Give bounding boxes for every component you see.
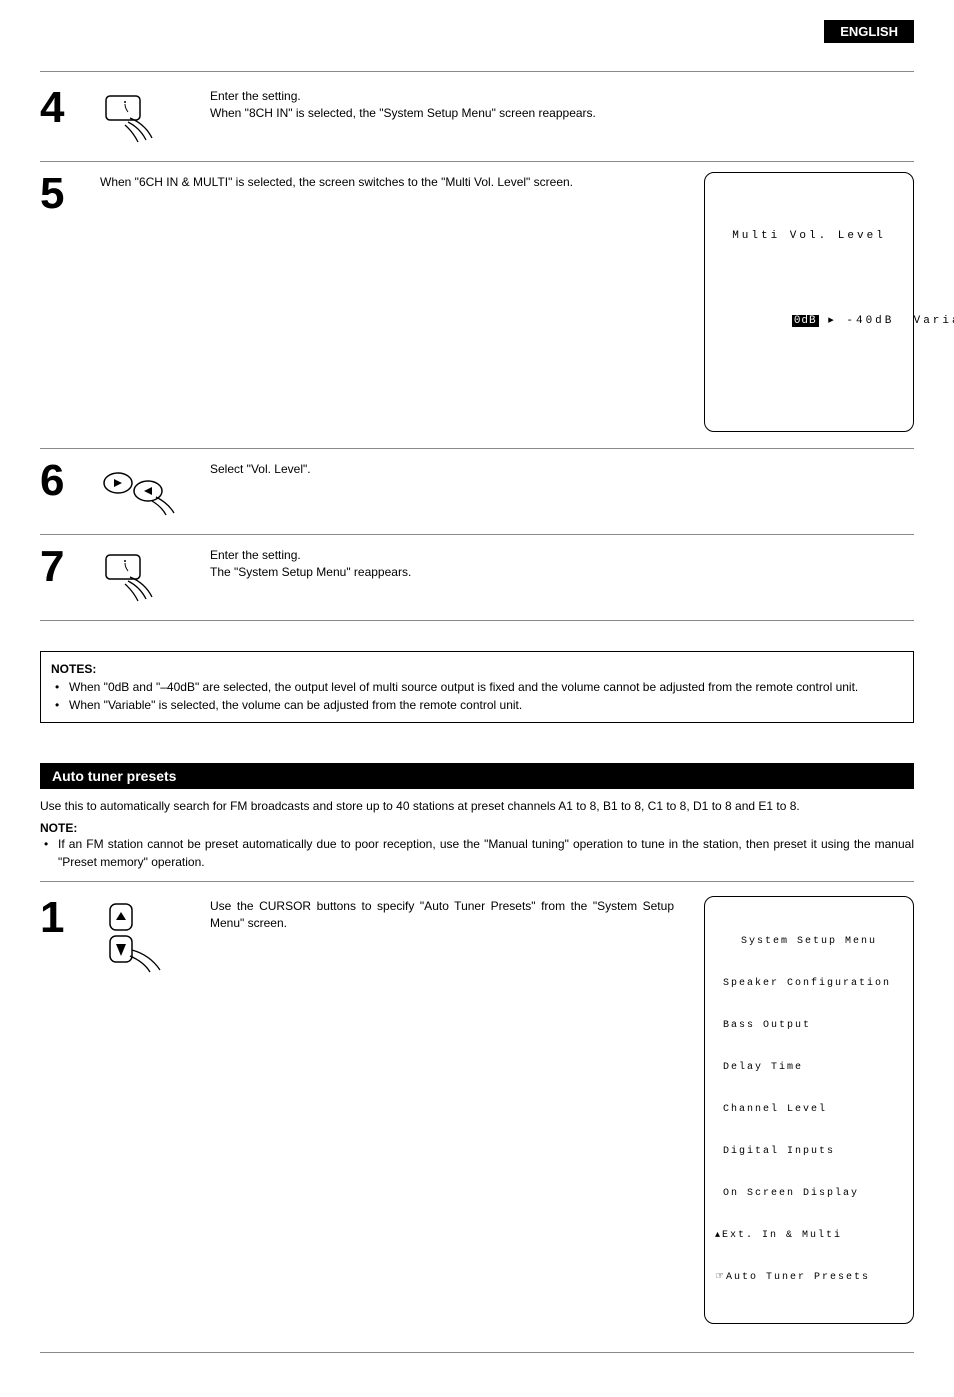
enter-button-icon: [100, 545, 210, 604]
note-item: •If an FM station cannot be preset autom…: [44, 835, 914, 871]
menu-item: Bass Output: [715, 1019, 903, 1033]
hand-pointer-icon: ☞: [715, 1272, 726, 1283]
step-number: 6: [40, 459, 100, 503]
up-marker-icon: ▴: [715, 1230, 722, 1241]
screen-title: Multi Vol. Level: [715, 227, 903, 247]
section-intro: Use this to automatically search for FM …: [40, 797, 914, 815]
menu-item: Delay Time: [715, 1061, 903, 1075]
enter-button-icon: [100, 86, 210, 145]
step-text-line: Select "Vol. Level".: [210, 461, 914, 478]
up-down-buttons-icon: [100, 896, 210, 975]
menu-item: Channel Level: [715, 1103, 903, 1117]
step-text-line: When "8CH IN" is selected, the "System S…: [210, 105, 914, 122]
step-text-line: Enter the setting.: [210, 88, 914, 105]
step-1-auto-tuner: 1 Use the CURSOR buttons to specify "Aut…: [40, 890, 914, 1353]
step-text-line: Enter the setting.: [210, 547, 914, 564]
note-text: When "0dB and "–40dB" are selected, the …: [69, 678, 858, 696]
note-text: When "Variable" is selected, the volume …: [69, 696, 522, 714]
step-number: 5: [40, 172, 100, 216]
menu-item: Speaker Configuration: [715, 977, 903, 991]
step-7: 7 Enter the setting. The "System Setup M…: [40, 539, 914, 621]
language-tab: ENGLISH: [824, 20, 914, 43]
step-number: 1: [40, 896, 100, 940]
menu-item-selected: ☞Auto Tuner Presets: [715, 1271, 903, 1285]
notes-title: NOTES:: [51, 660, 903, 678]
step-5: 5 When "6CH IN & MULTI" is selected, the…: [40, 166, 914, 449]
step-text: Enter the setting. The "System Setup Men…: [210, 545, 914, 582]
step-text: When "6CH IN & MULTI" is selected, the s…: [100, 172, 694, 191]
screen-arrow: [819, 315, 829, 327]
screen-option-selected: 0dB: [792, 315, 819, 327]
menu-item: On Screen Display: [715, 1187, 903, 1201]
arrow-icon: ▸: [828, 315, 837, 327]
menu-item: ▴Ext. In & Multi: [715, 1229, 903, 1243]
note-item: •When "0dB and "–40dB" are selected, the…: [55, 678, 903, 696]
note-item: •When "Variable" is selected, the volume…: [55, 696, 903, 714]
screen-option: -40dB: [846, 315, 894, 327]
step-number: 7: [40, 545, 100, 589]
step-4: 4 Enter the setting. When "8CH IN" is se…: [40, 80, 914, 162]
step-text-line: When "6CH IN & MULTI" is selected, the s…: [100, 174, 684, 191]
note-text: If an FM station cannot be preset automa…: [58, 835, 914, 871]
menu-item: Digital Inputs: [715, 1145, 903, 1159]
screen-title: System Setup Menu: [715, 935, 903, 949]
step-text: Use the CURSOR buttons to specify "Auto …: [210, 896, 694, 933]
step-6: 6 Select "Vol. Level".: [40, 453, 914, 535]
step-text-line: Use the CURSOR buttons to specify "Auto …: [210, 898, 674, 933]
screen-option: Variable: [914, 315, 954, 327]
step-text: Enter the setting. When "8CH IN" is sele…: [210, 86, 914, 123]
step-text: Select "Vol. Level".: [210, 459, 914, 478]
step-text-line: The "System Setup Menu" reappears.: [210, 564, 914, 581]
top-divider: [40, 71, 914, 72]
step-number: 4: [40, 86, 100, 130]
osd-screen-setup-menu: System Setup Menu Speaker Configuration …: [704, 896, 914, 1324]
mid-divider: [40, 881, 914, 882]
section-heading: Auto tuner presets: [40, 763, 914, 789]
notes-box: NOTES: •When "0dB and "–40dB" are select…: [40, 651, 914, 723]
osd-screen-multi-vol: Multi Vol. Level 0dB ▸ -40dB Variable: [704, 172, 914, 432]
note-label: NOTE:: [40, 821, 914, 835]
left-right-buttons-icon: [100, 459, 210, 518]
